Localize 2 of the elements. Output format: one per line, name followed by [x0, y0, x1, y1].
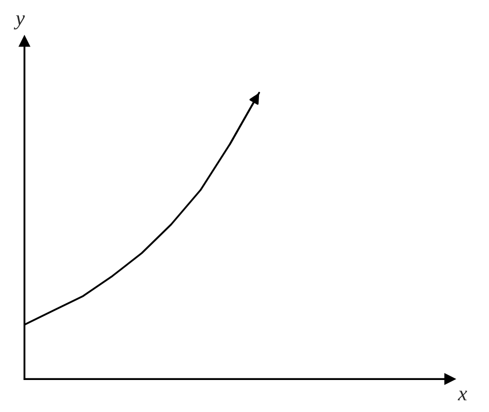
x-axis-title: x: [458, 390, 468, 400]
y-axis-title: y: [14, 15, 25, 30]
